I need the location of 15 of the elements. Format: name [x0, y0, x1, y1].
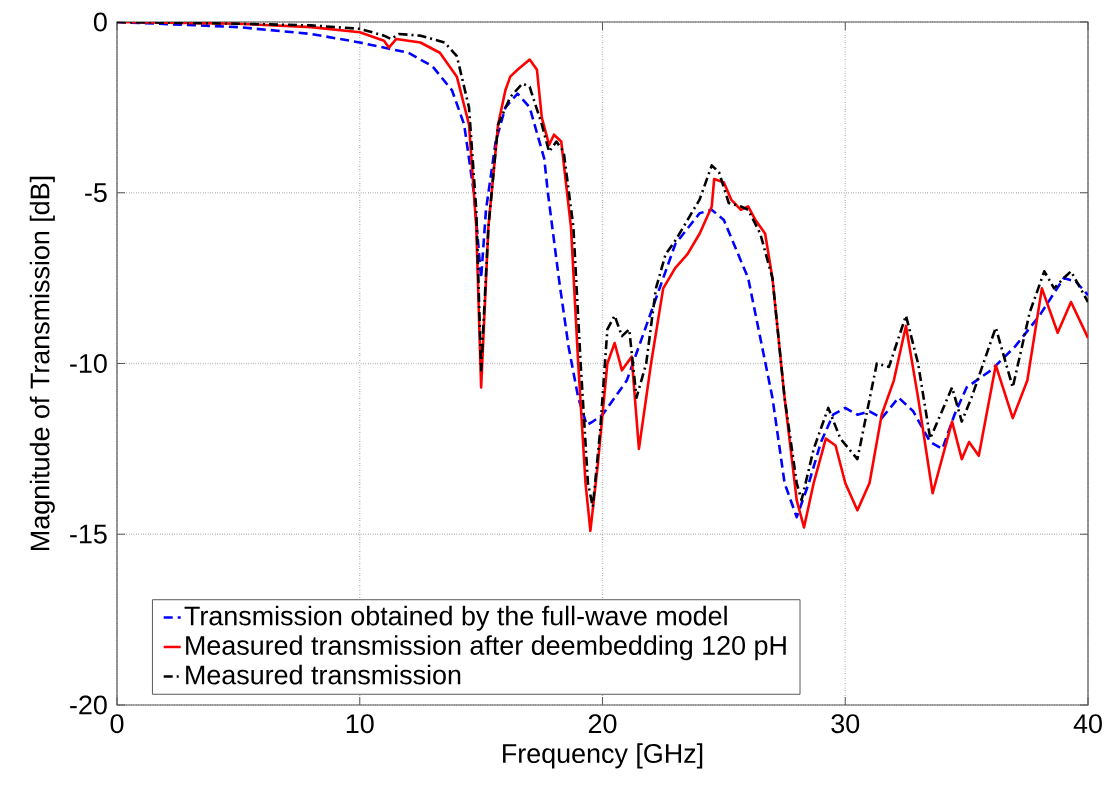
x-tick-label: 40 [1073, 714, 1102, 734]
y-tick-label: -10 [70, 353, 107, 374]
x-tick-label: 10 [346, 714, 374, 734]
x-tick-label: 0 [110, 714, 124, 734]
y-tick-label: -5 [85, 183, 107, 203]
legend-label: Measured transmission after deembedding 120 pH [186, 635, 786, 661]
y-tick-label: -15 [70, 524, 107, 544]
y-tick-label: -20 [70, 695, 107, 715]
x-tick-label: 30 [831, 714, 860, 734]
legend-label: Transmission obtained by the full-wave model [184, 605, 727, 631]
legend-label: Measured transmission [186, 664, 461, 685]
x-tick-label: 20 [588, 714, 617, 734]
y-tick-label: 0 [93, 12, 107, 32]
y-axis-title: Magnitude of Transmission [dB] [29, 176, 55, 550]
x-axis-title: Frequency [GHz] [503, 743, 703, 769]
